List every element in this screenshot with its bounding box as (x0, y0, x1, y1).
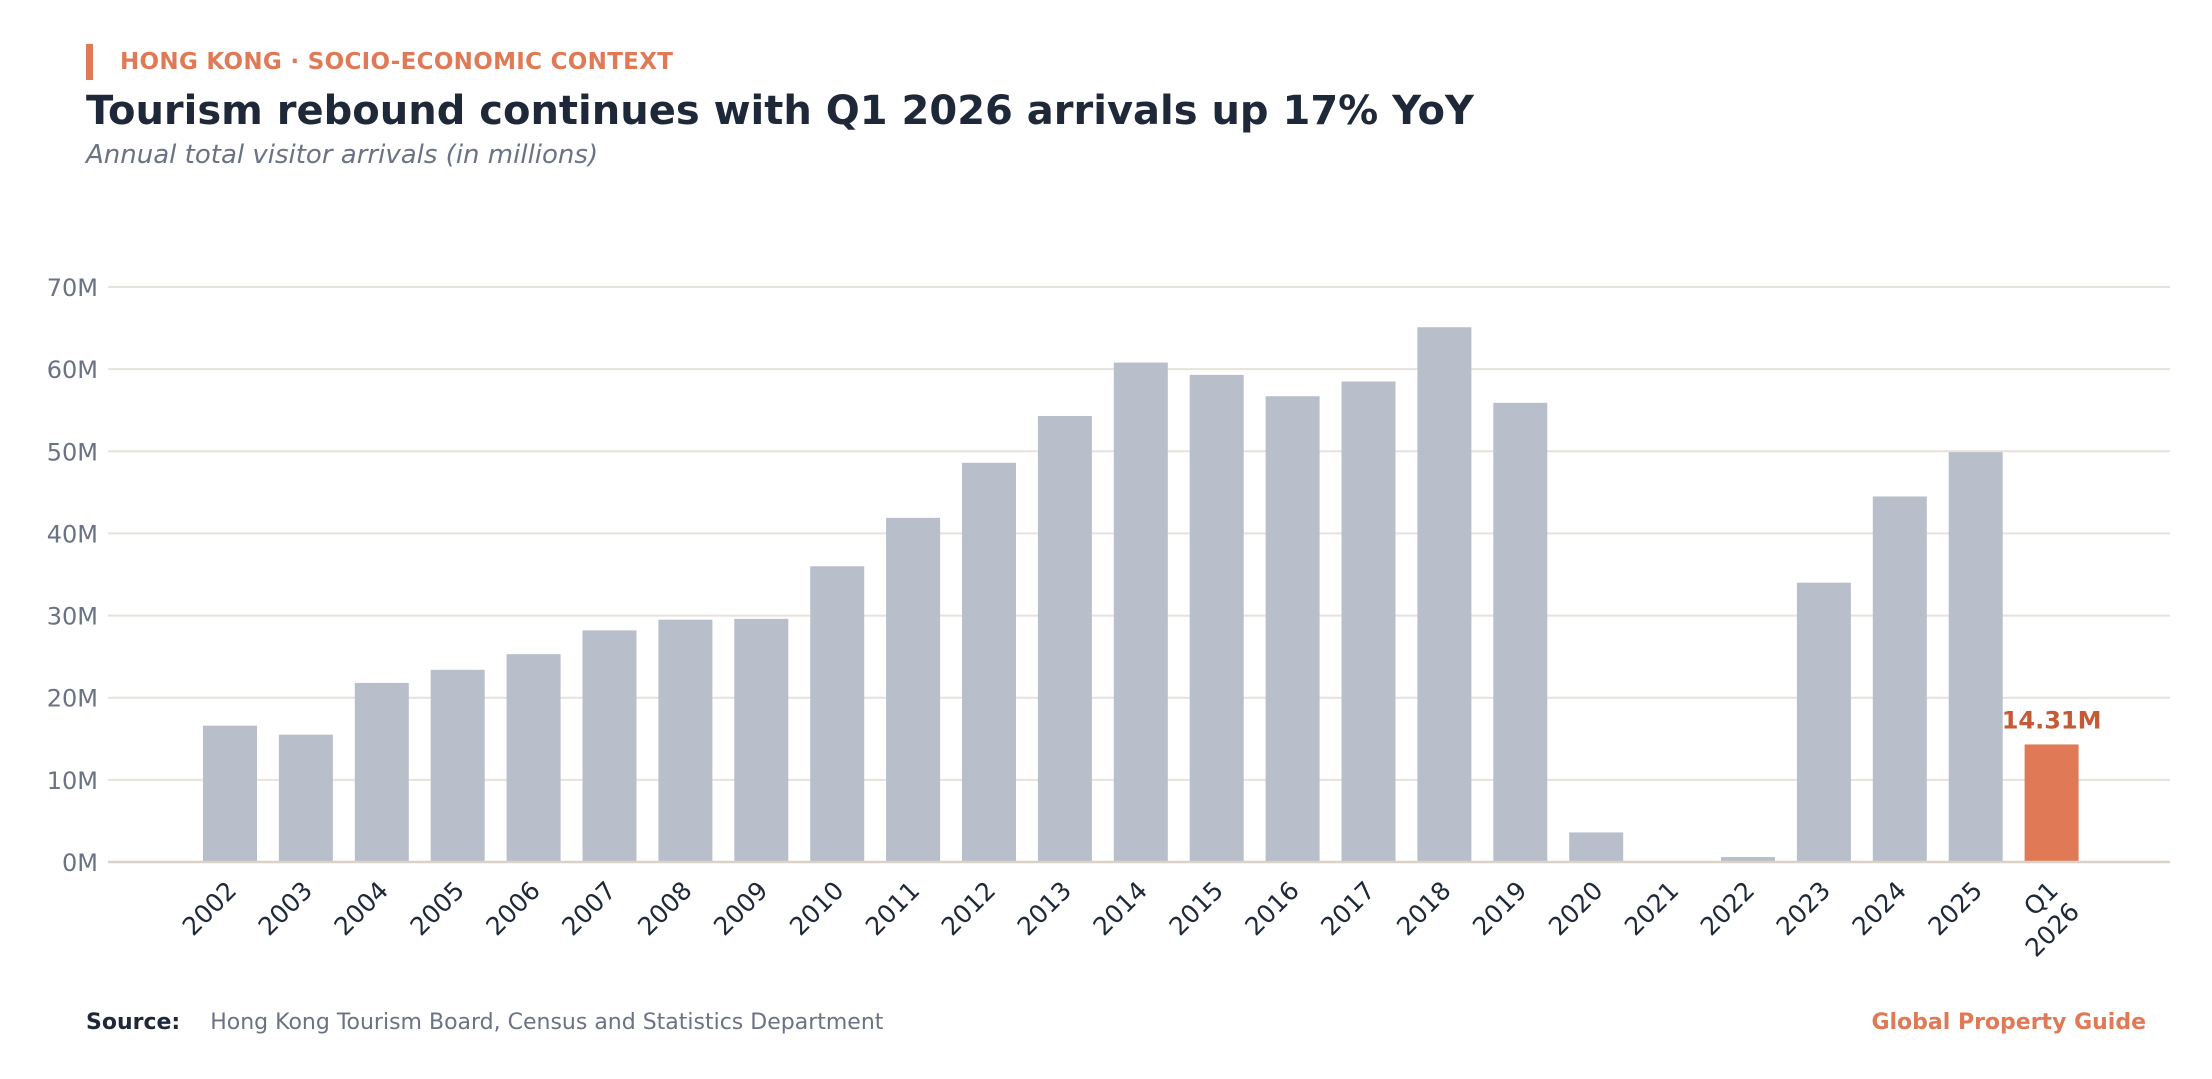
x-tick-label: 2002 (177, 876, 242, 941)
x-tick-label: 2011 (860, 876, 925, 941)
bar (1569, 832, 1624, 862)
y-tick-label: 40M (47, 520, 98, 548)
x-tick-label: 2019 (1467, 876, 1532, 941)
y-tick-label: 0M (62, 849, 98, 877)
x-tick-label: 2006 (480, 876, 545, 941)
x-tick-label: 2003 (253, 876, 318, 941)
x-tick-label: 2022 (1695, 876, 1760, 941)
bar (886, 517, 941, 862)
y-tick-label: 60M (47, 356, 98, 384)
bar (1341, 381, 1396, 862)
x-tick-label: 2020 (1543, 876, 1608, 941)
brand-name: Global Property Guide (1871, 1010, 2146, 1035)
bar (1189, 374, 1244, 862)
bar (1721, 857, 1775, 862)
bar (1417, 327, 1472, 862)
x-tick-label: 2018 (1391, 876, 1456, 941)
y-axis-ticks: 0M 10M 20M 30M 40M 50M 60M 70M (47, 274, 98, 877)
x-tick-label: 2004 (329, 876, 394, 941)
bar (203, 725, 257, 862)
x-tick-label: 2021 (1619, 876, 1684, 941)
kicker: HONG KONG · SOCIO-ECONOMIC CONTEXT (86, 44, 673, 80)
bar (506, 654, 561, 862)
kicker-accent-bar (86, 44, 93, 80)
y-tick-label: 50M (47, 438, 98, 466)
chart-title: Tourism rebound continues with Q1 2026 a… (86, 88, 1474, 134)
x-tick-label: 2007 (556, 876, 621, 941)
bar (430, 669, 485, 862)
bar (1037, 415, 1092, 862)
x-tick-label: 2008 (632, 876, 697, 941)
bar (354, 682, 409, 862)
x-tick-label: 2012 (936, 876, 1001, 941)
bar (1948, 452, 2003, 862)
x-tick-label: 2017 (1315, 876, 1380, 941)
x-tick-label: 2016 (1239, 876, 1304, 941)
bar (1113, 362, 1168, 862)
bar (1796, 582, 1851, 862)
x-tick-label: Q12026 (1998, 876, 2085, 963)
source-note: Source: Hong Kong Tourism Board, Census a… (86, 1010, 883, 1035)
x-tick-label: 2009 (708, 876, 773, 941)
bar (810, 566, 865, 862)
x-tick-label: 2023 (1771, 876, 1836, 941)
bar (658, 619, 713, 862)
bar (1493, 402, 1548, 862)
highlight-value-label: 14.31M (2002, 706, 2102, 734)
bar (582, 630, 637, 862)
bar (1265, 396, 1320, 862)
bar (1872, 496, 1927, 862)
y-tick-label: 10M (47, 767, 98, 795)
bar (962, 462, 1016, 862)
x-tick-label: 2014 (1088, 876, 1153, 941)
source-label: Source: (86, 1010, 181, 1035)
x-tick-label: 2005 (404, 876, 469, 941)
bars (203, 327, 2079, 862)
bar-chart: 0M 10M 20M 30M 40M 50M 60M 70M 2002 2003 2004 2005… (47, 274, 2170, 963)
x-axis-ticks: 2002 2003 2004 2005 2006 2007 2008 2009 2010 2011… (177, 876, 2085, 963)
chart-subtitle: Annual total visitor arrivals (in millio… (86, 140, 599, 170)
source-text: Hong Kong Tourism Board, Census and Stat… (210, 1010, 884, 1035)
y-tick-label: 30M (47, 603, 98, 631)
x-tick-label: 2013 (1012, 876, 1077, 941)
y-tick-label: 20M (47, 685, 98, 713)
x-tick-label: 2015 (1163, 876, 1228, 941)
x-tick-label: 2010 (784, 876, 849, 941)
y-tick-label: 70M (47, 274, 98, 302)
bar (278, 734, 333, 862)
bar (734, 618, 789, 862)
data-labels: 14.31M (2002, 706, 2102, 734)
bar (2024, 744, 2079, 862)
x-tick-label: 2024 (1847, 876, 1912, 941)
x-tick-label: 2025 (1922, 876, 1987, 941)
kicker-text: HONG KONG · SOCIO-ECONOMIC CONTEXT (120, 49, 674, 75)
